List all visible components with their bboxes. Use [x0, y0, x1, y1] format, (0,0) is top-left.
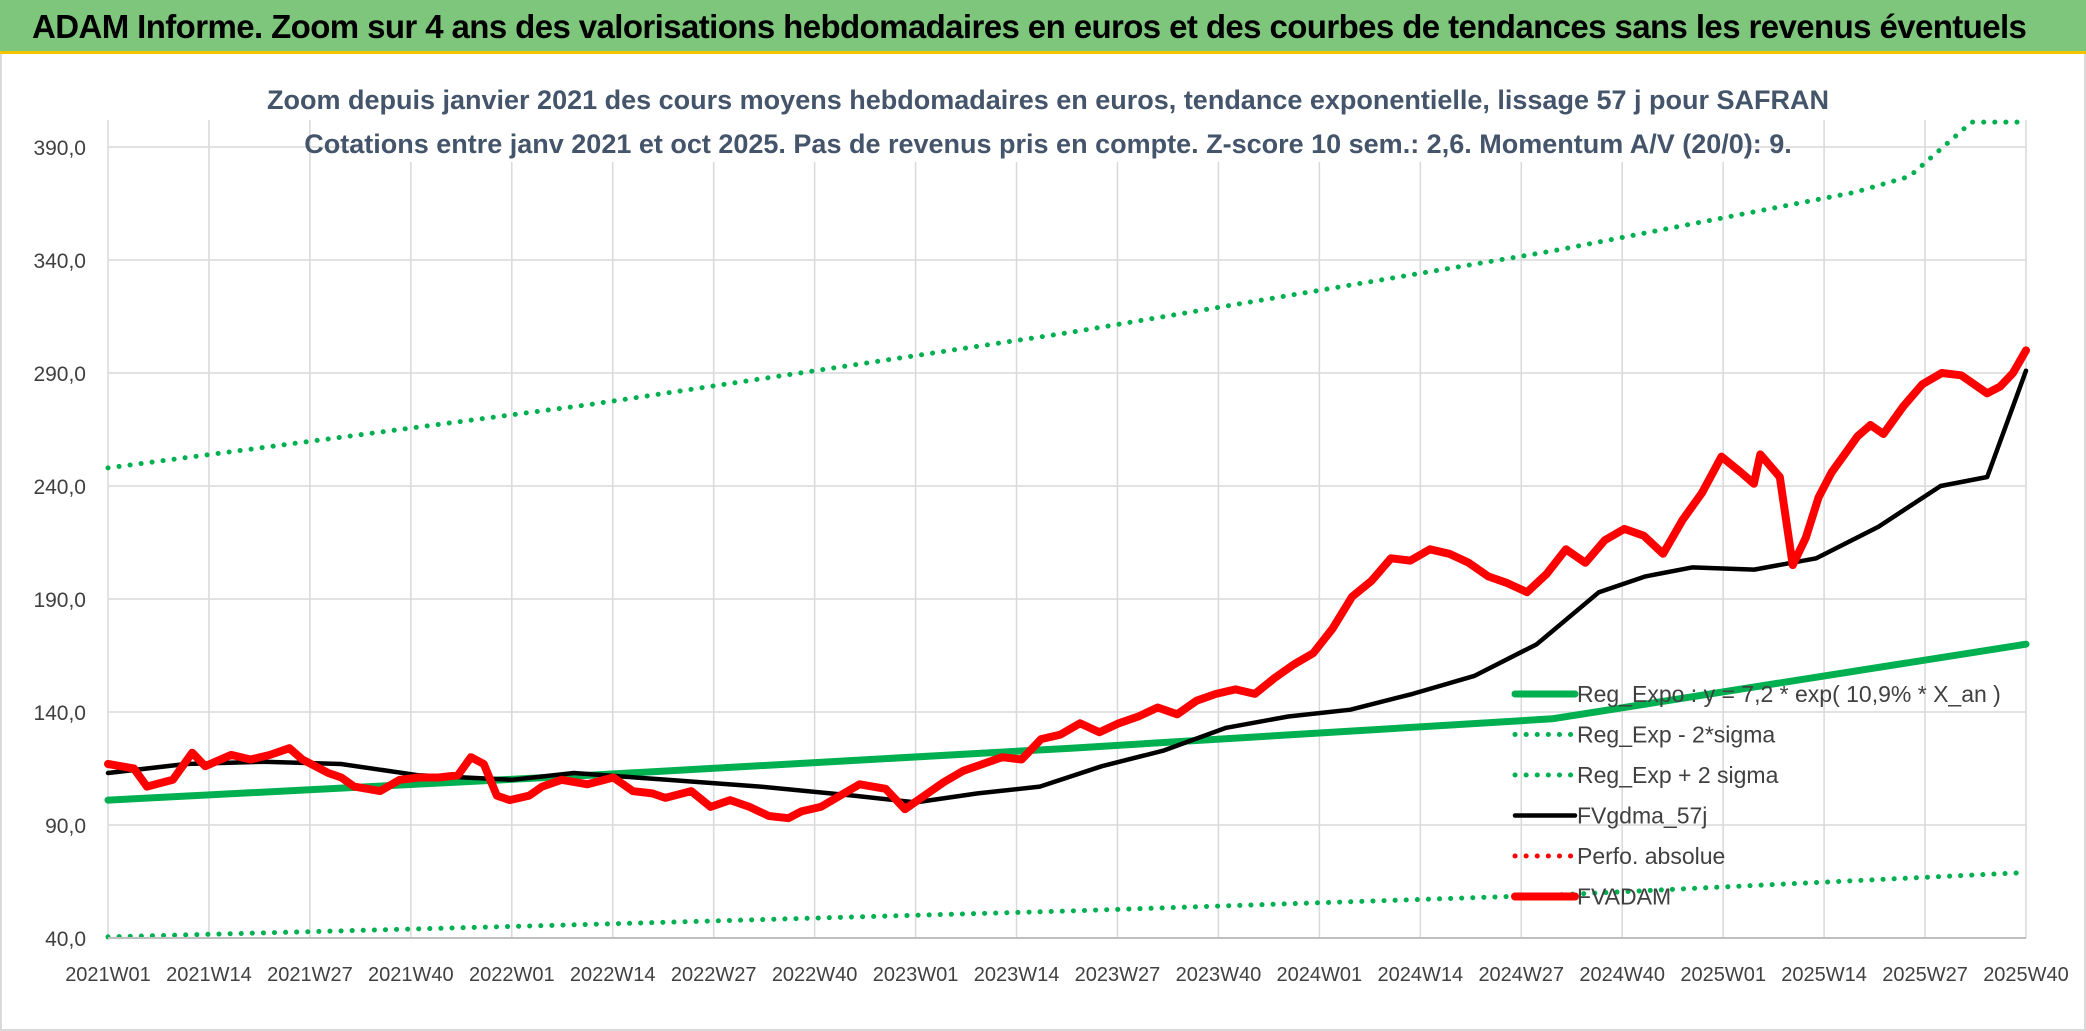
x-tick-label: 2025W40 — [1983, 964, 2069, 986]
x-tick-label: 2022W40 — [772, 964, 858, 986]
x-tick-label: 2023W40 — [1176, 964, 1262, 986]
x-tick-label: 2024W01 — [1277, 964, 1363, 986]
legend-entry: Reg_Expo : y = 7,2 * exp( 10,9% * X_an ) — [1577, 681, 2001, 707]
legend-entry: FVADAM — [1577, 884, 1671, 910]
y-tick-label: 140,0 — [33, 702, 86, 725]
x-tick-label: 2021W14 — [166, 964, 252, 986]
x-tick-label: 2022W01 — [469, 964, 555, 986]
y-tick-label: 90,0 — [45, 815, 86, 838]
report-title: ADAM Informe. Zoom sur 4 ans des valoris… — [32, 8, 2027, 45]
x-tick-label: 2024W27 — [1478, 964, 1564, 986]
x-tick-label: 2025W27 — [1882, 964, 1968, 986]
x-tick-label: 2024W40 — [1579, 964, 1665, 986]
x-tick-label: 2025W01 — [1680, 964, 1766, 986]
plot-area — [104, 119, 2030, 940]
y-tick-label: 340,0 — [33, 250, 86, 273]
y-tick-label: 240,0 — [33, 476, 86, 499]
x-tick-label: 2022W14 — [570, 964, 656, 986]
legend-entry: Perfo. absolue — [1577, 843, 1725, 869]
chart-subtitle: Cotations entre janv 2021 et oct 2025. P… — [304, 129, 1792, 159]
x-tick-label: 2022W27 — [671, 964, 757, 986]
legend-entry: Reg_Exp - 2*sigma — [1577, 722, 1775, 748]
series-line — [105, 368, 2029, 805]
report-banner: ADAM Informe. Zoom sur 4 ans des valoris… — [0, 0, 2086, 54]
x-tick-label: 2023W14 — [974, 964, 1060, 986]
y-tick-label: 290,0 — [33, 363, 86, 386]
x-tick-label: 2023W27 — [1075, 964, 1161, 986]
y-tick-label: 190,0 — [33, 589, 86, 612]
x-tick-label: 2024W14 — [1378, 964, 1464, 986]
series-line — [104, 346, 2030, 823]
series-line — [105, 119, 2029, 471]
x-tick-label: 2025W14 — [1781, 964, 1867, 986]
x-tick-label: 2023W01 — [873, 964, 959, 986]
grid — [107, 120, 2027, 939]
chart-title: Zoom depuis janvier 2021 des cours moyen… — [267, 85, 1829, 115]
legend: Reg_Expo : y = 7,2 * exp( 10,9% * X_an )… — [1511, 681, 2001, 910]
legend-entry: FVgdma_57j — [1577, 803, 1707, 829]
y-tick-label: 40,0 — [45, 928, 86, 951]
x-tick-label: 2021W27 — [267, 964, 353, 986]
chart-titles: Zoom depuis janvier 2021 des cours moyen… — [267, 80, 1829, 162]
legend-entry: Reg_Exp + 2 sigma — [1577, 762, 1779, 788]
series-line — [105, 870, 2029, 940]
x-tick-label: 2021W01 — [65, 964, 151, 986]
x-tick-label: 2021W40 — [368, 964, 454, 986]
axes: 40,0 90,0 140,0 190,0 240,0 290,0 340,0 390,0 20… — [33, 137, 2068, 986]
series-line — [104, 640, 2030, 804]
y-tick-label: 390,0 — [33, 137, 86, 160]
